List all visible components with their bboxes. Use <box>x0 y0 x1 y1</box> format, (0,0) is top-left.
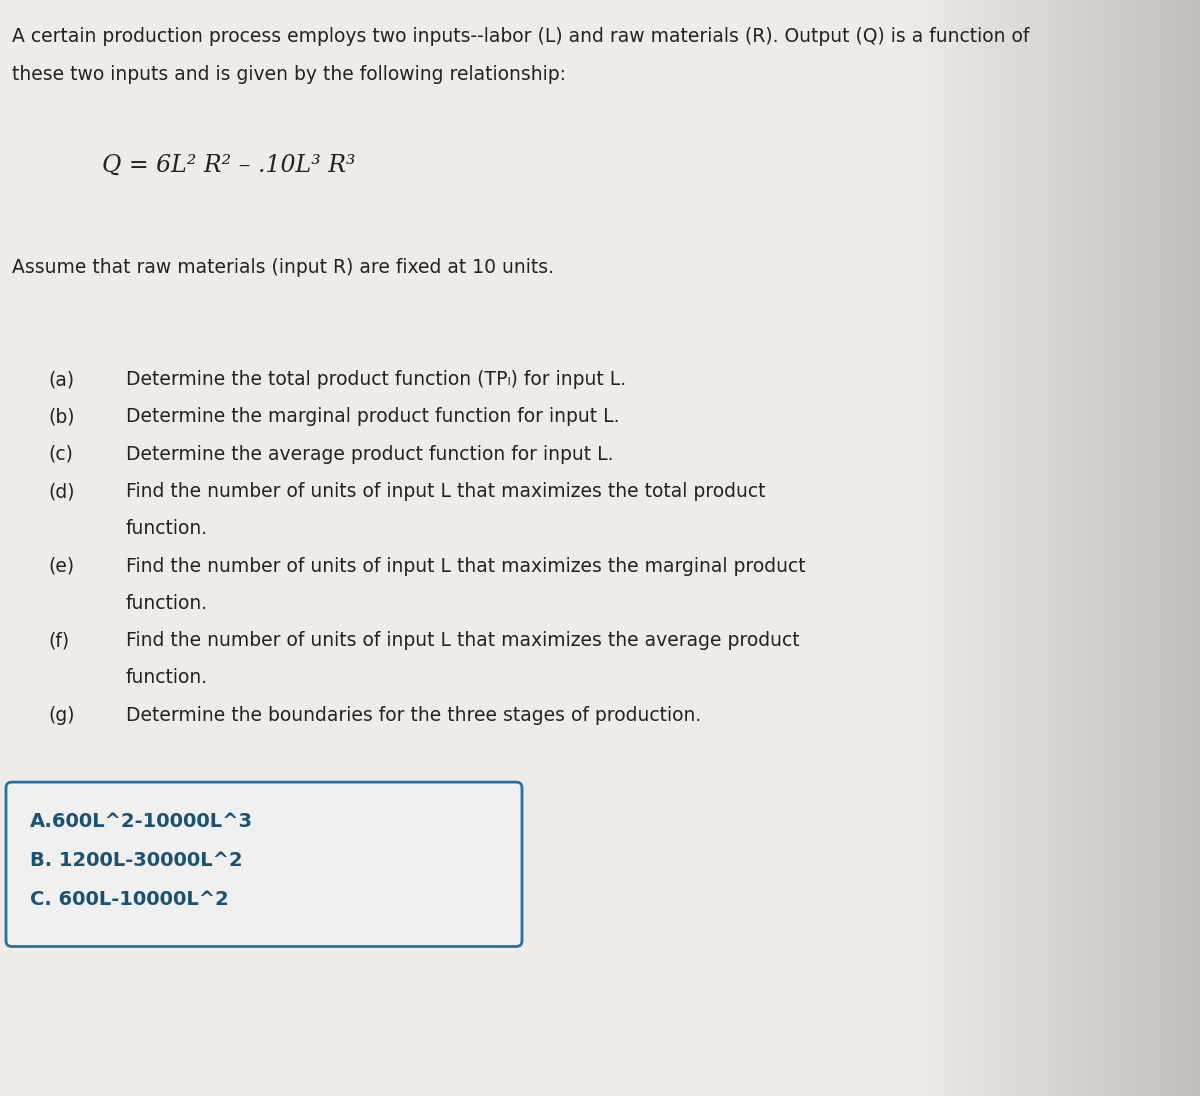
Text: A.600L^2-10000L^3: A.600L^2-10000L^3 <box>30 812 253 831</box>
Text: B. 1200L-30000L^2: B. 1200L-30000L^2 <box>30 850 242 870</box>
Text: Find the number of units of input L that maximizes the total product: Find the number of units of input L that… <box>126 482 766 501</box>
Text: Determine the marginal product function for input L.: Determine the marginal product function … <box>126 408 619 426</box>
Text: (g): (g) <box>48 706 74 724</box>
Text: (d): (d) <box>48 482 74 501</box>
Text: (e): (e) <box>48 557 74 575</box>
Text: Find the number of units of input L that maximizes the marginal product: Find the number of units of input L that… <box>126 557 805 575</box>
Text: Determine the total product function (TPₗ) for input L.: Determine the total product function (TP… <box>126 370 626 389</box>
FancyBboxPatch shape <box>6 783 522 947</box>
Text: (c): (c) <box>48 445 73 464</box>
Text: (b): (b) <box>48 408 74 426</box>
Text: C. 600L-10000L^2: C. 600L-10000L^2 <box>30 890 229 909</box>
Text: Determine the boundaries for the three stages of production.: Determine the boundaries for the three s… <box>126 706 701 724</box>
Text: these two inputs and is given by the following relationship:: these two inputs and is given by the fol… <box>12 65 566 83</box>
Text: (f): (f) <box>48 631 70 650</box>
Text: Determine the average product function for input L.: Determine the average product function f… <box>126 445 613 464</box>
Text: function.: function. <box>126 594 208 613</box>
Text: Find the number of units of input L that maximizes the average product: Find the number of units of input L that… <box>126 631 799 650</box>
Text: (a): (a) <box>48 370 74 389</box>
Text: A certain production process employs two inputs--labor (L) and raw materials (R): A certain production process employs two… <box>12 27 1030 46</box>
Text: function.: function. <box>126 669 208 687</box>
Text: Q = 6L² R² – .10L³ R³: Q = 6L² R² – .10L³ R³ <box>102 155 355 178</box>
Text: Assume that raw materials (input R) are fixed at 10 units.: Assume that raw materials (input R) are … <box>12 259 554 277</box>
Text: function.: function. <box>126 520 208 538</box>
